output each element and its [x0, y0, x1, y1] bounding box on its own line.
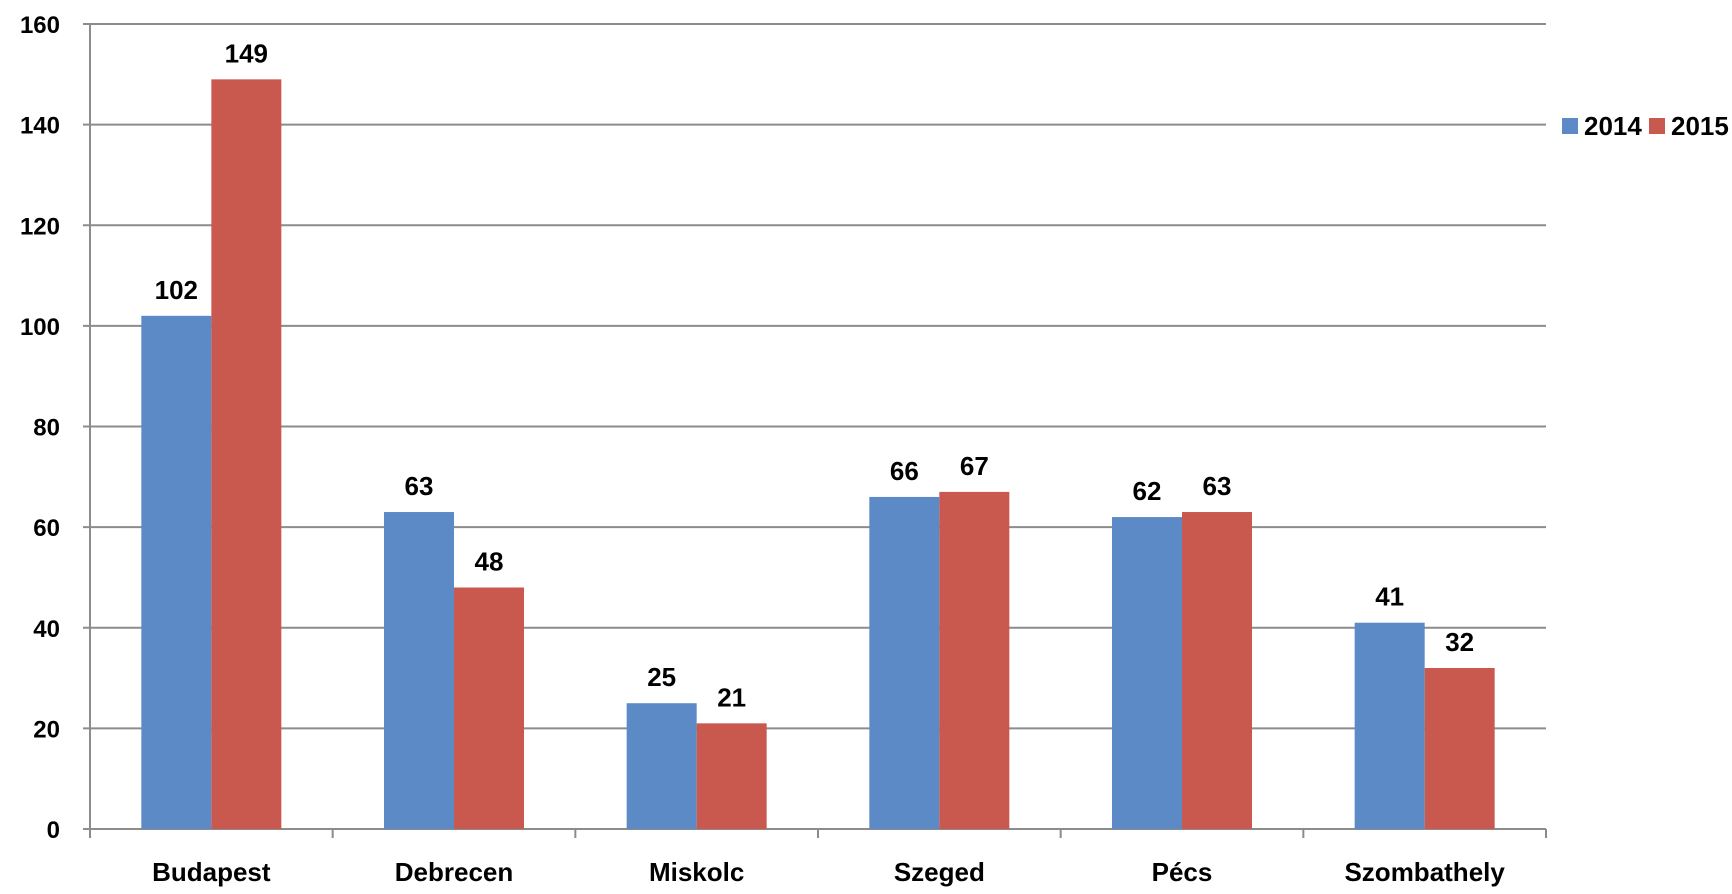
y-tick-label: 0 — [47, 817, 60, 844]
data-label: 102 — [155, 275, 198, 305]
data-labels: 102 63 25 66 62 41 149 48 21 67 63 32 — [155, 38, 1474, 712]
bar-2015-budapest — [211, 79, 282, 829]
bar-2014-debrecen — [384, 512, 454, 829]
bar-2015-miskolc — [696, 723, 767, 829]
x-tick-label: Szombathely — [1344, 857, 1505, 887]
bar-2014-szombathely — [1354, 622, 1425, 829]
bar-2015-szeged — [939, 491, 1010, 829]
legend-label-2014: 2014 — [1584, 111, 1642, 141]
y-tick-label: 120 — [20, 213, 60, 240]
data-label: 63 — [405, 471, 434, 501]
bar-2015-szombathely — [1424, 668, 1495, 829]
gridlines — [90, 23, 1546, 730]
x-tick-label: Szeged — [894, 857, 985, 887]
bar-2014-budapest — [141, 315, 212, 829]
y-tick-label: 60 — [33, 515, 60, 542]
bar-2015-debrecen — [454, 587, 524, 829]
y-axis: 0 20 40 60 80 100 120 140 160 — [20, 12, 91, 844]
data-label: 67 — [960, 451, 989, 481]
data-label: 149 — [225, 38, 268, 68]
bars — [141, 79, 1495, 829]
data-label: 63 — [1203, 471, 1232, 501]
y-tick-label: 20 — [33, 716, 60, 743]
y-tick-label: 80 — [33, 415, 60, 442]
x-tick-label: Pécs — [1152, 857, 1213, 887]
data-label: 48 — [475, 547, 504, 577]
legend-swatch-2014 — [1562, 118, 1578, 134]
bar-2014-szeged — [869, 496, 940, 829]
data-label: 32 — [1445, 627, 1474, 657]
x-tick-label: Miskolc — [649, 857, 744, 887]
y-tick-label: 160 — [20, 12, 60, 39]
x-tick-label: Budapest — [152, 857, 271, 887]
data-label: 21 — [717, 682, 746, 712]
x-tick-label: Debrecen — [395, 857, 514, 887]
bar-2015-pécs — [1182, 512, 1252, 829]
bar-2014-miskolc — [626, 703, 697, 829]
data-label: 41 — [1375, 582, 1404, 612]
legend-label-2015: 2015 — [1671, 111, 1729, 141]
y-tick-label: 100 — [20, 314, 60, 341]
bar-2014-pécs — [1112, 517, 1182, 829]
legend-swatch-2015 — [1649, 118, 1665, 134]
legend: 2014 2015 — [1562, 111, 1729, 141]
data-label: 66 — [890, 456, 919, 486]
y-tick-label: 140 — [20, 113, 60, 140]
data-label: 62 — [1133, 476, 1162, 506]
data-label: 25 — [647, 662, 676, 692]
y-tick-label: 40 — [33, 616, 60, 643]
x-axis: Budapest Debrecen Miskolc Szeged Pécs Szombat… — [89, 828, 1547, 887]
